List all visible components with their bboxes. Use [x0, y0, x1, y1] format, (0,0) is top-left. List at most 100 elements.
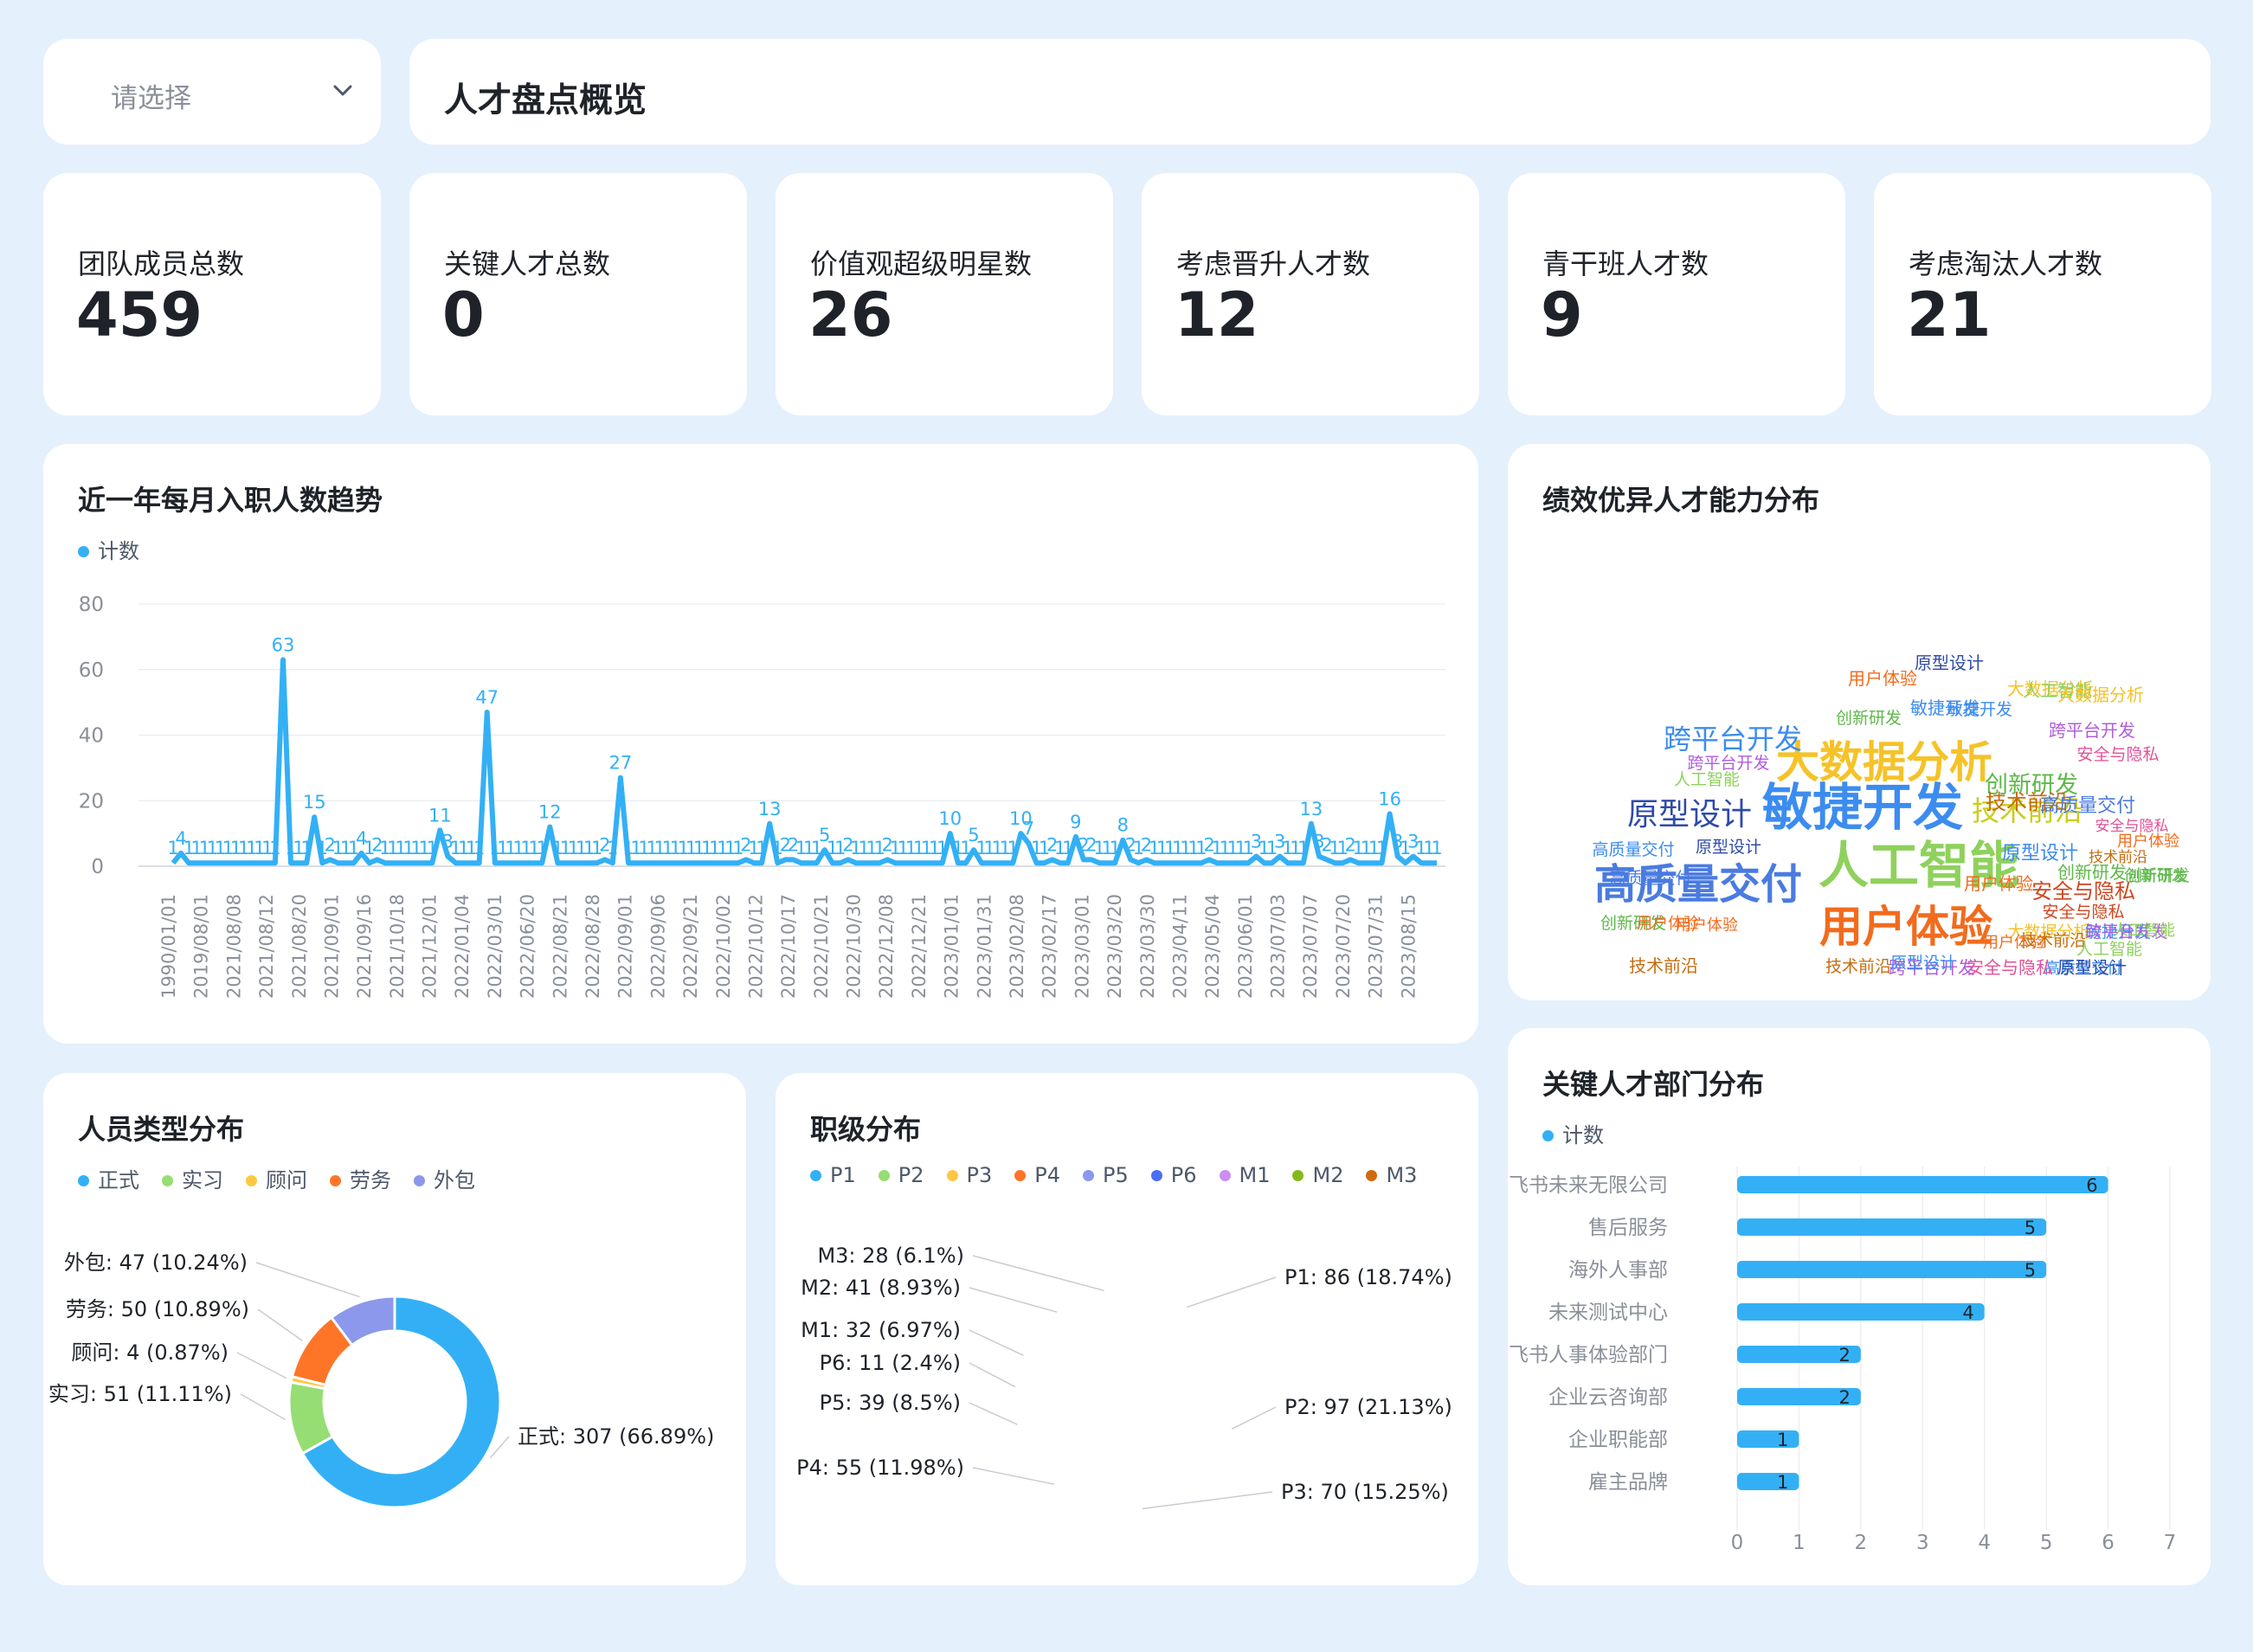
word: 用户体验 [1848, 668, 1917, 689]
data-label: 15 [303, 792, 326, 813]
legend-item[interactable]: 外包 [414, 1163, 475, 1193]
data-label: 1 [1329, 838, 1340, 858]
data-label: 1 [427, 838, 438, 858]
word: 人工智能 [1818, 836, 2019, 895]
bar [1737, 1473, 1799, 1490]
word: 安全与隐私 [2031, 879, 2135, 903]
x-tick-label: 2022/10/21 [811, 894, 832, 999]
legend-item[interactable]: 计数 [78, 534, 139, 564]
category-label: 企业云咨询部 [1548, 1386, 1668, 1409]
word: 原型设计 [1890, 954, 1956, 973]
word: 安全与隐私 [2076, 745, 2159, 764]
x-tick-label: 2021/08/12 [256, 894, 277, 999]
series-line [171, 657, 1437, 866]
data-label: 1 [678, 838, 689, 858]
x-tick-label: 2023/07/07 [1300, 894, 1321, 999]
data-label: 1 [803, 838, 814, 858]
legend-item[interactable]: M3 [1366, 1163, 1417, 1187]
data-label: 1 [866, 838, 877, 858]
slice-label: M1: 32 (6.97%) [801, 1318, 961, 1342]
legend-item[interactable]: P4 [1014, 1163, 1060, 1187]
data-label: 1 [748, 838, 759, 858]
data-label: 3 [1392, 832, 1403, 852]
bar-value-label: 2 [1838, 1345, 1850, 1366]
data-label: 2 [780, 834, 791, 855]
data-label: 13 [758, 799, 782, 820]
word: 原型设计 [2057, 957, 2127, 978]
legend-label: M2 [1312, 1163, 1344, 1187]
x-tick-label: 2023/01/31 [974, 894, 995, 999]
data-label: 1 [1133, 838, 1144, 858]
legend-item[interactable]: P1 [810, 1163, 856, 1187]
legend-item[interactable]: 正式 [78, 1163, 139, 1193]
pie-slice [300, 1295, 502, 1509]
legend-item[interactable]: 计数 [1542, 1118, 1604, 1148]
data-label: 1 [1180, 838, 1191, 858]
data-label: 1 [1336, 838, 1348, 858]
data-label: 1 [215, 838, 226, 858]
bar [1737, 1176, 2108, 1193]
data-label: 1 [1211, 838, 1222, 858]
bar-value-label: 4 [1962, 1302, 1973, 1323]
slice-label: M3: 28 (6.1%) [817, 1244, 964, 1268]
leader-line [969, 1329, 1024, 1356]
bar [1737, 1218, 2047, 1236]
data-label: 1 [1368, 838, 1380, 858]
x-tick-label: 7 [2164, 1532, 2177, 1554]
data-label: 1 [1415, 838, 1426, 858]
x-tick-label: 2022/08/21 [550, 894, 570, 999]
legend-item[interactable]: 顾问 [246, 1163, 307, 1193]
chart-legend: 计数 [1542, 1118, 1626, 1148]
data-label: 1 [834, 838, 846, 858]
job-level-chart-card: 职级分布 P1 P2 P3 P4 P5 P6 M1 M2 M3 P1: 86 (18.74%) P… [776, 1073, 1478, 1585]
word: 跨平台开发 [2049, 720, 2135, 741]
data-label: 1 [473, 838, 485, 858]
data-label: 1 [1361, 838, 1372, 858]
chart-legend: 正式 实习 顾问 劳务 外包 [78, 1163, 498, 1193]
legend-dot [78, 1175, 89, 1186]
word: 技术前沿 [1629, 955, 1698, 976]
word: 创新研发 [1836, 709, 1902, 728]
kpi-label: 团队成员总数 [78, 247, 245, 280]
legend-label: P6 [1170, 1163, 1197, 1187]
data-label: 1 [709, 838, 720, 858]
category-label: 飞书人事体验部门 [1509, 1344, 1668, 1366]
legend-item[interactable]: P6 [1150, 1163, 1197, 1187]
legend-item[interactable]: P5 [1083, 1163, 1129, 1187]
slice-label: P1: 86 (18.74%) [1284, 1265, 1452, 1289]
kpi-card-key-talent: 关键人才总数 0 [409, 173, 747, 415]
category-label: 未来测试中心 [1548, 1302, 1668, 1324]
x-tick-label: 2019/08/01 [191, 894, 212, 999]
data-label: 1 [489, 838, 500, 858]
data-label: 1 [622, 838, 634, 858]
data-label: 1 [811, 838, 822, 858]
pie-slice [1085, 1292, 1126, 1303]
data-label: 1 [418, 838, 429, 858]
legend-item[interactable]: P2 [878, 1163, 924, 1187]
data-label: 1 [395, 838, 406, 858]
data-label: 1 [293, 838, 304, 858]
legend-item[interactable]: 实习 [162, 1163, 223, 1193]
word: 用户体验 [1983, 934, 2045, 952]
legend-item[interactable]: M2 [1292, 1163, 1343, 1187]
data-label: 1 [269, 838, 280, 858]
data-label: 1 [850, 838, 861, 858]
data-label: 2 [1203, 834, 1214, 855]
legend-item[interactable]: 劳务 [330, 1163, 391, 1193]
word: 安全与隐私 [2095, 818, 2169, 835]
team-select[interactable]: 请选择 [43, 39, 381, 145]
data-label: 1 [1195, 838, 1207, 858]
data-label: 1 [960, 838, 971, 858]
leader-line [969, 1362, 1016, 1388]
data-label: 1 [890, 838, 901, 858]
word: 安全与隐私 [2042, 903, 2124, 922]
x-tick-label: 2022/09/01 [615, 894, 636, 999]
data-label: 1 [1054, 838, 1065, 858]
legend-item[interactable]: P3 [946, 1163, 992, 1187]
pie-slice [1031, 1449, 1092, 1501]
word: 大数据分析 [2057, 685, 2144, 705]
data-label: 1 [991, 838, 1002, 858]
legend-item[interactable]: M1 [1219, 1163, 1270, 1187]
kpi-value: 26 [808, 280, 893, 350]
word: 大数据分析 [2007, 678, 2094, 699]
